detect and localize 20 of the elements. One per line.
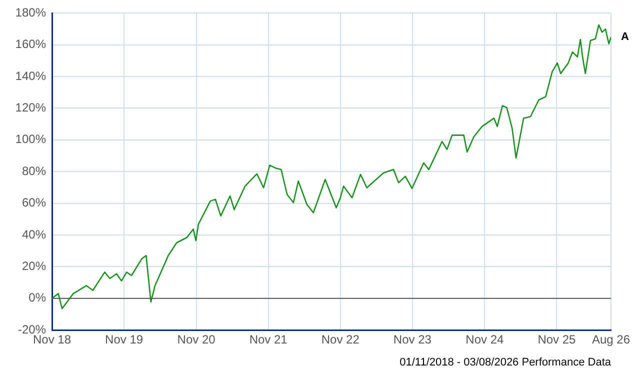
y-tick-label: 160% bbox=[15, 37, 46, 52]
y-tick-label: 40% bbox=[22, 227, 46, 242]
y-tick-label: 60% bbox=[22, 196, 46, 210]
x-tick-label: Nov 19 bbox=[105, 332, 144, 347]
x-tick-label: Aug 26 bbox=[592, 332, 630, 347]
x-tick-label: Nov 22 bbox=[321, 332, 360, 347]
x-tick-label: Nov 21 bbox=[249, 332, 288, 347]
x-tick-label: Nov 24 bbox=[466, 332, 504, 347]
x-tick-label: Nov 25 bbox=[538, 332, 576, 347]
y-tick-label: 20% bbox=[22, 258, 46, 273]
y-tick-label: 180% bbox=[15, 6, 46, 20]
y-tick-label: 0% bbox=[28, 290, 46, 305]
x-tick-label: Nov 20 bbox=[177, 332, 216, 347]
y-tick-label: 80% bbox=[22, 164, 46, 178]
y-tick-label: 100% bbox=[15, 132, 46, 146]
x-tick-label: Nov 23 bbox=[393, 332, 432, 347]
y-tick-label: 120% bbox=[15, 100, 46, 115]
y-tick-label: 140% bbox=[15, 68, 46, 83]
text: 01/11/2018 - 03/08/2026 Performance Data bbox=[400, 356, 612, 369]
series-label: A bbox=[621, 31, 629, 44]
